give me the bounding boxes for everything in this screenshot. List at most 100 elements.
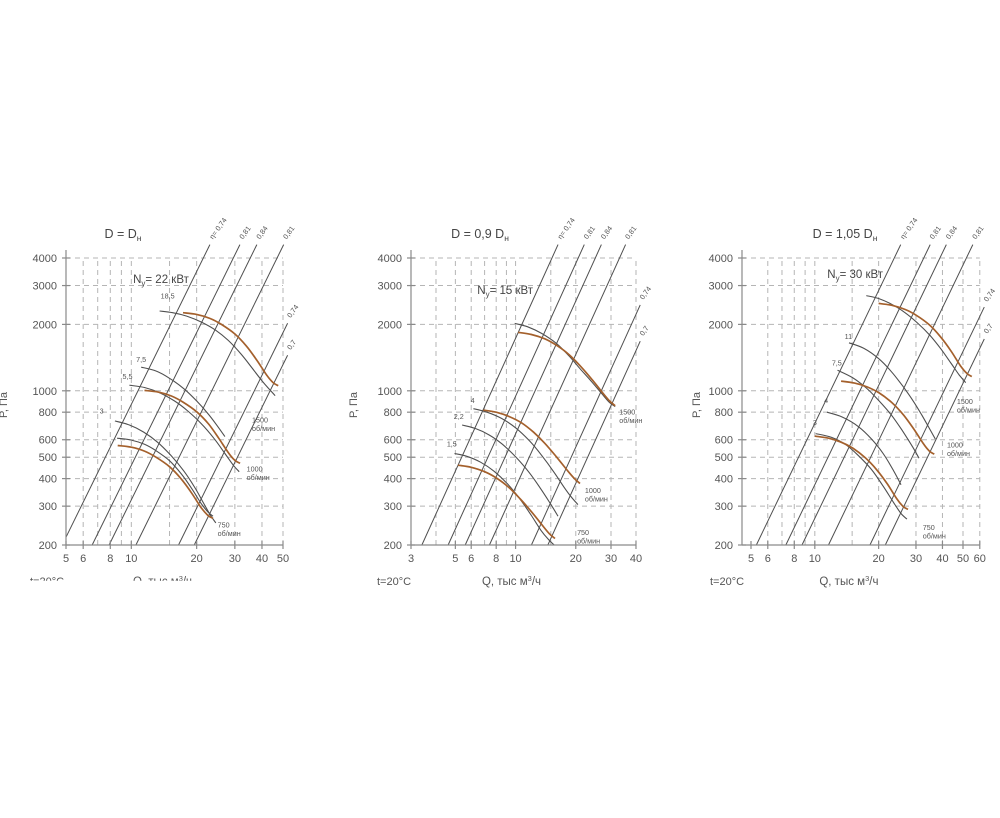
rpm-curve-1000 [840,380,935,455]
power-rating-label: Nу= 15 кВт [477,285,534,299]
x-tick-label: 6 [80,553,86,565]
rpm-curve-1000 [483,409,581,485]
y-tick-label: 300 [715,501,733,513]
power-curve [848,342,936,440]
x-tick-label: 20 [873,553,885,565]
efficiency-label: η= 0,74 [555,216,576,241]
gridlines [742,257,981,545]
x-tick-label: 10 [125,553,137,565]
efficiency-label: 0,74 [285,303,301,320]
efficiency-label: 0,84 [599,224,615,241]
power-curve [159,310,276,397]
fan-chart-0.9-diameter: η= 0,74 0,81 0,84 0,81 0,74 0,7 4 2,2 1,5 1500 об/… [347,200,692,600]
y-tick-label: 400 [384,474,402,486]
tick-labels: 3 5 6 8 10 20 30 40 200 300 400 500 600 800 1000 2000 30… [378,253,643,565]
power-curve-label: 7,5 [832,359,842,368]
clipped-text-artifact [0,580,345,600]
efficiency-label: 0,81 [281,224,297,241]
efficiency-line [547,341,641,546]
power-curve [114,420,217,524]
rpm-label: 1500 об/мин [619,408,642,426]
gridlines [411,257,637,545]
rpm-label: 1000 об/мин [947,441,970,459]
power-curve-label: 4 [471,396,475,405]
chart-title: D = Dн [104,227,141,243]
rpm-label: 750 об/мин [923,523,946,541]
y-tick-label: 200 [715,540,733,552]
efficiency-label: 0,84 [254,224,270,241]
rpm-curve-750 [814,435,909,511]
x-tick-label: 6 [765,553,771,565]
power-rating-label: Nу= 30 кВт [827,269,884,283]
rpm-curve-750 [117,444,214,520]
x-tick-label: 6 [468,553,474,565]
rpm-label: 1000 об/мин [585,486,608,504]
efficiency-line [828,244,974,546]
y-tick-label: 400 [39,474,57,486]
efficiency-line [464,244,602,546]
y-tick-label: 1000 [33,386,57,398]
efficiency-line [421,244,559,546]
x-tick-label: 40 [630,553,642,565]
y-tick-label: 3000 [378,281,402,293]
efficiency-label: 0,81 [970,224,986,241]
rpm-label: 750 об/мин [577,528,600,546]
power-curve-label: 5,5 [122,372,132,381]
efficiency-label: 0,81 [582,224,598,241]
x-tick-label: 5 [63,553,69,565]
efficiency-line [178,322,289,546]
efficiency-line [135,244,285,546]
fan-chart-1.05-diameter: η= 0,74 0,81 0,84 0,81 0,74 0,7 11 7,5 4 3 1500 об/… [680,200,1000,600]
efficiency-label: 0,7 [638,324,651,337]
fan-performance-plot: η= 0,74 0,81 0,84 0,810,740,718,57,55,53150… [0,216,345,600]
rpm-curve-750 [457,464,556,540]
y-tick-label: 4000 [33,253,57,265]
efficiency-line [108,244,258,546]
y-tick-label: 4000 [709,253,733,265]
power-curve [826,411,902,486]
efficiency-label: 0,81 [623,224,639,241]
rpm-curves: 1500 об/мин 1000 об/мин 750 об/мин [117,311,279,539]
power-curve-label: 11 [845,332,852,341]
efficiency-label: 0,81 [928,224,944,241]
x-tick-label: 5 [748,553,754,565]
x-tick-label: 30 [910,553,922,565]
efficiency-line [869,306,985,546]
y-tick-label: 500 [384,452,402,464]
power-curve-label: 7,5 [136,355,146,364]
y-tick-label: 500 [39,452,57,464]
y-axis-title: P, Па [0,391,10,418]
y-tick-label: 2000 [709,319,733,331]
x-tick-label: 50 [957,553,969,565]
power-curves: 11 7,5 4 3 [813,295,967,520]
x-tick-label: 5 [452,553,458,565]
efficiency-label: 0,7 [982,322,995,335]
y-tick-label: 4000 [378,253,402,265]
fan-chart-nominal-diameter: η= 0,74 0,81 0,84 0,81 0,74 0,7 18,5 7,5 5,5 3 150… [0,200,345,600]
y-tick-label: 300 [384,501,402,513]
efficiency-label: η= 0,74 [207,216,228,241]
efficiency-label: η= 0,74 [898,216,919,241]
y-tick-label: 800 [384,407,402,419]
y-tick-label: 600 [715,435,733,447]
efficiency-line [755,244,902,546]
power-curve [473,408,579,505]
y-axis-title: P, Па [348,391,360,418]
rpm-label: 1500 об/мин [252,415,275,433]
tick-labels: 5 6 8 10 20 30 40 50 60 200 300 400 500 600 800 1000 200… [709,253,986,565]
rpm-curve-1500 [878,302,973,378]
efficiency-label: 0,7 [285,338,298,351]
y-tick-label: 3000 [709,281,733,293]
rpm-label: 750 об/мин [218,521,241,539]
y-tick-label: 2000 [378,319,402,331]
power-curve-label: 4 [824,396,828,405]
y-tick-label: 3000 [33,281,57,293]
temperature-note: t=20°C [710,576,744,588]
axes [407,250,637,549]
power-curves: 18,5 7,5 5,5 3 [100,292,276,524]
x-tick-label: 10 [509,553,521,565]
power-curve [461,424,559,517]
